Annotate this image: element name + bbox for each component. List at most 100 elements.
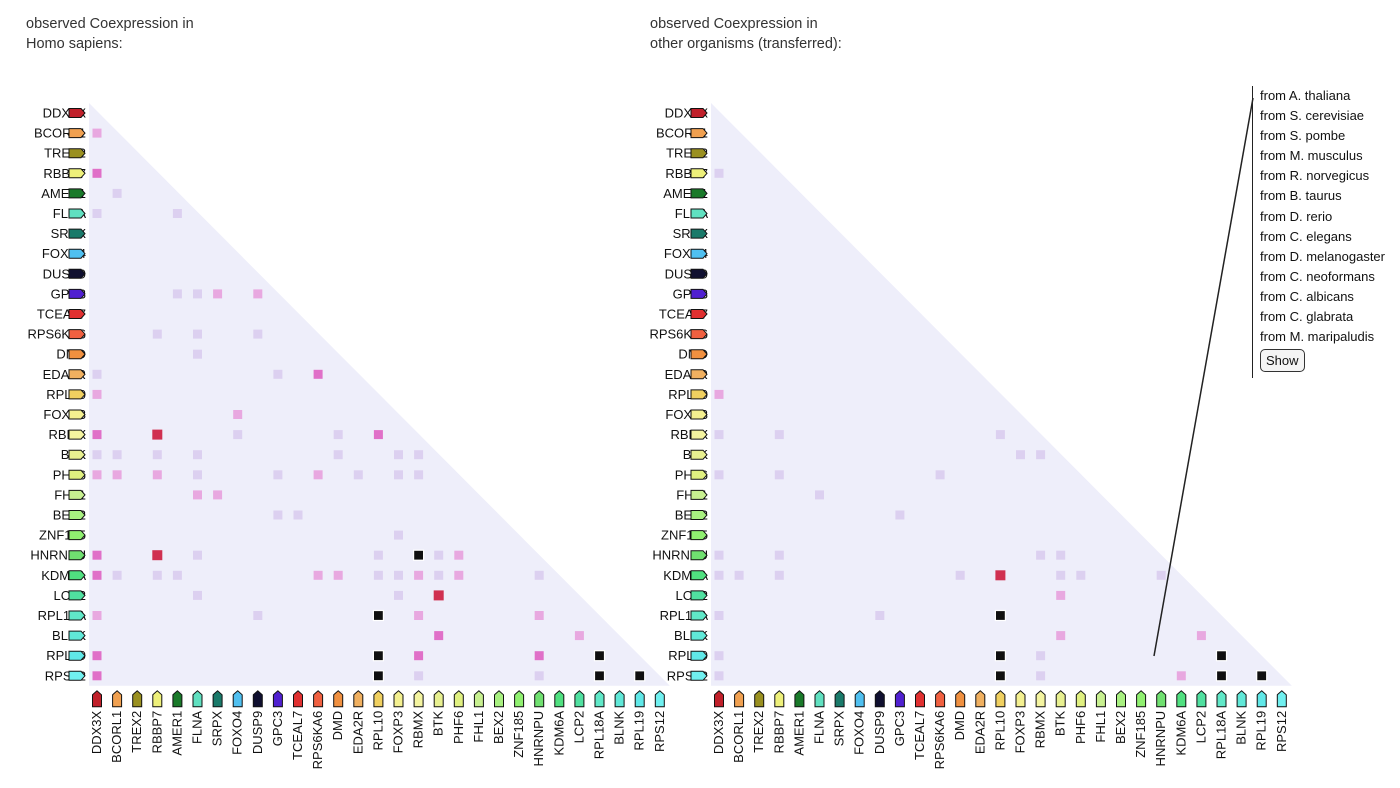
cell-kdm6a-btk[interactable] [1056, 570, 1066, 580]
gene-column-tag-dmd[interactable] [955, 690, 966, 708]
gene-tag-blnk[interactable] [690, 630, 708, 641]
gene-column-tag-rpl10[interactable] [373, 690, 384, 708]
cell-hnrnpu-rbmx[interactable] [1036, 550, 1046, 560]
gene-tag-amer1[interactable] [68, 188, 86, 199]
cell-phf6-rps6ka6[interactable] [935, 470, 945, 480]
gene-tag-rps6ka6[interactable] [68, 329, 86, 340]
cell-rpl19-hnrnpu[interactable] [534, 651, 544, 661]
gene-tag-ddx3x[interactable] [690, 108, 708, 118]
cell-rbbp7-ddx3x[interactable] [92, 168, 102, 178]
gene-tag-fhl1[interactable] [68, 489, 86, 500]
cell-phf6-rbbp7[interactable] [774, 470, 784, 480]
gene-tag-lcp2[interactable] [68, 590, 86, 601]
gene-tag-dusp9[interactable] [68, 268, 86, 279]
gene-tag-eda2r[interactable] [690, 369, 708, 380]
cell-kdm6a-rbbp7[interactable] [152, 570, 162, 580]
gene-column-tag-blnk[interactable] [1236, 690, 1247, 708]
cell-hnrnpu-rbmx[interactable] [413, 549, 425, 561]
gene-column-tag-fhl1[interactable] [1095, 690, 1106, 708]
gene-column-tag-btk[interactable] [1055, 690, 1066, 708]
gene-column-tag-foxo4[interactable] [854, 690, 865, 708]
gene-tag-fhl1[interactable] [690, 489, 708, 500]
cell-kdm6a-rbbp7[interactable] [774, 570, 784, 580]
organism-item[interactable]: from R. norvegicus [1260, 168, 1370, 184]
cell-blnk-btk[interactable] [1056, 631, 1066, 641]
cell-rps12-rbmx[interactable] [414, 671, 424, 681]
cell-kdm6a-bcorl1[interactable] [112, 570, 122, 580]
cell-btk-flna[interactable] [193, 450, 202, 460]
gene-tag-blnk[interactable] [68, 630, 86, 641]
gene-column-tag-hnrnpu[interactable] [534, 690, 545, 708]
cell-rps12-kdm6a[interactable] [1176, 671, 1186, 681]
gene-column-tag-dusp9[interactable] [252, 690, 263, 708]
cell-kdm6a-hnrnpu[interactable] [534, 570, 544, 580]
cell-rbmx-ddx3x[interactable] [92, 430, 102, 440]
cell-phf6-gpc3[interactable] [273, 470, 283, 480]
gene-column-tag-bcorl1[interactable] [112, 690, 123, 708]
gene-column-tag-tceal7[interactable] [915, 690, 925, 708]
gene-column-tag-rbbp7[interactable] [774, 690, 785, 708]
gene-column-tag-trex2[interactable] [132, 690, 143, 708]
gene-column-tag-srpx[interactable] [834, 690, 845, 708]
cell-rpl19-ddx3x[interactable] [92, 651, 102, 661]
gene-column-tag-rbmx[interactable] [1035, 690, 1046, 708]
gene-tag-bex2[interactable] [68, 510, 86, 520]
cell-lcp2-btk[interactable] [433, 590, 444, 601]
gene-tag-amer1[interactable] [690, 188, 708, 199]
cell-btk-bcorl1[interactable] [112, 450, 122, 460]
gene-tag-kdm6a[interactable] [690, 570, 708, 581]
cell-rps12-rpl18a[interactable] [593, 670, 606, 682]
gene-tag-rpl10[interactable] [690, 389, 708, 400]
gene-column-tag-ddx3x[interactable] [714, 690, 724, 708]
organism-item[interactable]: from D. rerio [1260, 208, 1333, 224]
gene-column-tag-bex2[interactable] [494, 690, 504, 708]
cell-btk-dmd[interactable] [333, 450, 343, 460]
gene-tag-rbmx[interactable] [68, 429, 86, 440]
gene-tag-rpl19[interactable] [68, 650, 86, 661]
cell-dmd-flna[interactable] [193, 349, 202, 359]
cell-rps12-ddx3x[interactable] [92, 671, 102, 681]
cell-rps6ka6-flna[interactable] [193, 329, 202, 339]
cell-rbmx-dmd[interactable] [333, 430, 343, 440]
cell-kdm6a-rpl10[interactable] [995, 570, 1006, 581]
cell-hnrnpu-phf6[interactable] [454, 550, 464, 560]
cell-kdm6a-rpl10[interactable] [373, 570, 383, 580]
gene-column-tag-rbmx[interactable] [413, 690, 424, 708]
organism-item[interactable]: from C. elegans [1260, 228, 1352, 244]
cell-phf6-rbmx[interactable] [414, 470, 424, 480]
gene-column-tag-bex2[interactable] [1116, 690, 1126, 708]
gene-tag-rps6ka6[interactable] [690, 329, 708, 340]
gene-tag-foxo4[interactable] [68, 248, 86, 259]
cell-bex2-gpc3[interactable] [895, 510, 905, 520]
cell-btk-rbmx[interactable] [1036, 450, 1046, 460]
cell-flna-ddx3x[interactable] [92, 209, 102, 218]
cell-rpl18a-rpl10[interactable] [372, 609, 384, 622]
cell-kdm6a-rps6ka6[interactable] [313, 570, 323, 580]
cell-flna-amer1[interactable] [172, 209, 182, 218]
cell-rbmx-ddx3x[interactable] [714, 430, 724, 440]
cell-rpl18a-hnrnpu[interactable] [534, 611, 544, 620]
organism-item[interactable]: from C. glabrata [1260, 309, 1354, 325]
cell-phf6-ddx3x[interactable] [714, 470, 724, 480]
gene-tag-bcorl1[interactable] [690, 128, 708, 139]
cell-rps12-rbmx[interactable] [1036, 671, 1046, 681]
gene-tag-kdm6a[interactable] [68, 570, 86, 581]
gene-tag-srpx[interactable] [68, 228, 86, 239]
gene-column-tag-gpc3[interactable] [272, 690, 283, 708]
cell-phf6-bcorl1[interactable] [112, 470, 122, 480]
cell-blnk-lcp2[interactable] [574, 631, 584, 641]
gene-tag-gpc3[interactable] [68, 288, 86, 299]
gene-column-tag-foxo4[interactable] [232, 690, 243, 708]
cell-gpc3-dusp9[interactable] [253, 289, 263, 299]
gene-column-tag-dusp9[interactable] [874, 690, 885, 708]
gene-column-tag-kdm6a[interactable] [1176, 690, 1187, 708]
organism-item[interactable]: from S. pombe [1260, 128, 1346, 144]
gene-tag-hnrnpu[interactable] [690, 550, 708, 561]
cell-rpl19-rpl18a[interactable] [1215, 650, 1228, 662]
cell-btk-ddx3x[interactable] [92, 450, 102, 460]
cell-blnk-lcp2[interactable] [1196, 631, 1206, 641]
cell-hnrnpu-ddx3x[interactable] [714, 550, 724, 560]
cell-foxp3-foxo4[interactable] [233, 410, 243, 419]
gene-column-tag-rpl10[interactable] [995, 690, 1006, 708]
gene-column-tag-trex2[interactable] [754, 690, 765, 708]
